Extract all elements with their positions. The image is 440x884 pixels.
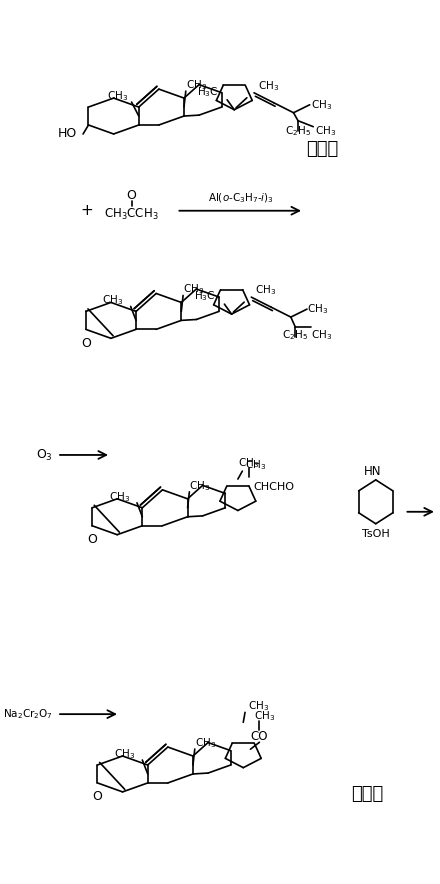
Text: H$_3$C: H$_3$C [197,85,218,99]
Text: CH$_3$: CH$_3$ [195,736,216,750]
Text: CH$_3$: CH$_3$ [183,283,204,296]
Text: CH$_3$: CH$_3$ [102,293,124,308]
Text: CH$_3$: CH$_3$ [238,456,259,470]
Text: CH$_3$: CH$_3$ [255,283,276,297]
Text: CH$_3$CCH$_3$: CH$_3$CCH$_3$ [104,207,159,222]
Text: CH$_3$: CH$_3$ [312,98,333,111]
Text: C$_2$H$_5$: C$_2$H$_5$ [282,328,308,342]
Text: O: O [81,337,91,350]
Text: CHCHO: CHCHO [253,482,294,492]
Text: O: O [92,790,103,804]
Text: CH$_3$: CH$_3$ [186,78,207,92]
Text: HN: HN [363,465,381,478]
Text: 豆甾醇: 豆甾醇 [306,140,338,158]
Text: CH$_3$: CH$_3$ [257,79,279,93]
Text: CO: CO [251,730,268,743]
Text: TsOH: TsOH [362,529,390,538]
Text: O: O [127,189,136,202]
Text: CH$_3$: CH$_3$ [107,89,128,103]
Text: Al($o$-C$_3$H$_7$-$i$)$_3$: Al($o$-C$_3$H$_7$-$i$)$_3$ [208,191,274,204]
Text: CH$_3$: CH$_3$ [248,699,269,713]
Text: HO: HO [58,127,77,141]
Text: CH$_3$: CH$_3$ [254,710,275,723]
Text: CH$_3$: CH$_3$ [189,479,211,492]
Text: CH$_3$: CH$_3$ [109,490,130,504]
Text: CH$_3$: CH$_3$ [245,458,266,472]
Text: Na$_2$Cr$_2$O$_7$: Na$_2$Cr$_2$O$_7$ [3,707,52,721]
Text: O$_3$: O$_3$ [36,447,52,462]
Text: CH$_3$: CH$_3$ [315,124,336,138]
Text: H$_3$C: H$_3$C [194,289,216,303]
Text: 黃體酮: 黃體酮 [351,785,383,803]
Text: +: + [81,203,93,218]
Text: CH$_3$: CH$_3$ [114,747,135,761]
Text: CH$_3$: CH$_3$ [311,328,332,342]
Text: CH$_3$: CH$_3$ [307,302,328,316]
Text: C$_2$H$_5$: C$_2$H$_5$ [285,124,311,138]
Text: O: O [87,533,97,546]
